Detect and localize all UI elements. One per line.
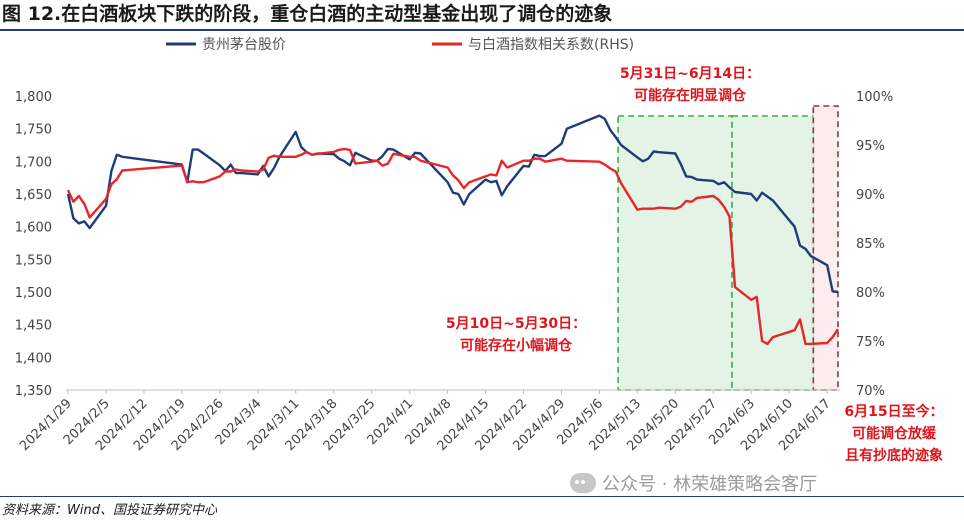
series-lines — [66, 114, 839, 346]
annotation-period2-line2: 可能存在明显调仓 — [634, 87, 747, 104]
annotation-period3-line2: 可能调仓放缓 — [852, 425, 937, 442]
y-right-tick-label: 75% — [856, 335, 885, 350]
y-axis-left: 1,350 1,400 1,450 1,500 1,550 1,600 1,650 1,700… — [15, 90, 52, 399]
y-left-tick-label: 1,500 — [15, 286, 52, 301]
legend-label-maotai: 贵州茅台股价 — [202, 37, 286, 53]
y-left-tick-label: 1,650 — [15, 188, 52, 203]
title-rule — [0, 29, 964, 31]
y-left-tick-label: 1,600 — [15, 221, 52, 236]
x-tick-label: 2024/1/29 — [17, 396, 75, 454]
wechat-icon — [570, 473, 596, 493]
series-line-correlation — [66, 147, 839, 346]
source-note: 资料来源：Wind、国投证券研究中心 — [2, 503, 217, 518]
annotations: 5月31日~6月14日： 可能存在明显调仓 5月10日~5月30日： 可能存在小… — [446, 66, 944, 464]
annotation-period3-line1: 6月15日至今： — [844, 403, 943, 420]
y-right-tick-label: 100% — [856, 90, 893, 105]
annotation-period1-line1: 5月10日~5月30日： — [446, 316, 586, 332]
x-axis: 2024/1/292024/2/52024/2/122024/2/192024/… — [17, 390, 834, 454]
y-left-tick-label: 1,750 — [15, 123, 52, 138]
y-left-tick-label: 1,800 — [15, 90, 52, 105]
highlight-region-period2 — [731, 115, 815, 391]
legend-label-correlation: 与白酒指数相关系数(RHS) — [468, 37, 634, 53]
annotation-period3-line3: 且有抄底的迹象 — [845, 447, 943, 464]
y-right-tick-label: 80% — [856, 286, 885, 301]
y-left-tick-label: 1,400 — [15, 351, 52, 366]
highlight-region-period3 — [812, 105, 839, 391]
y-left-tick-label: 1,700 — [15, 155, 52, 170]
y-left-tick-label: 1,450 — [15, 319, 52, 334]
chart-svg: 1,350 1,400 1,450 1,500 1,550 1,600 1,650 1,700… — [15, 37, 944, 464]
y-right-tick-label: 95% — [856, 139, 885, 154]
chart-title: 图 12.在白酒板块下跌的阶段，重仓白酒的主动型基金出现了调仓的迹象 — [2, 3, 613, 25]
annotation-period1-line2: 可能存在小幅调仓 — [460, 337, 573, 354]
y-right-tick-label: 70% — [856, 384, 885, 399]
y-left-tick-label: 1,550 — [15, 253, 52, 268]
source-rule — [0, 496, 964, 497]
watermark-text: 公众号 · 林荣雄策略会客厅 — [602, 474, 818, 495]
y-left-tick-label: 1,350 — [15, 384, 52, 399]
watermark: 公众号 · 林荣雄策略会客厅 — [570, 470, 817, 496]
annotation-period2-line1: 5月31日~6月14日： — [620, 66, 760, 82]
y-right-tick-label: 85% — [856, 237, 885, 252]
y-right-tick-label: 90% — [856, 188, 885, 203]
y-axis-right: 70% 75% 80% 85% 90% 95% 100% — [856, 90, 893, 399]
legend: 贵州茅台股价 与白酒指数相关系数(RHS) — [166, 37, 634, 53]
